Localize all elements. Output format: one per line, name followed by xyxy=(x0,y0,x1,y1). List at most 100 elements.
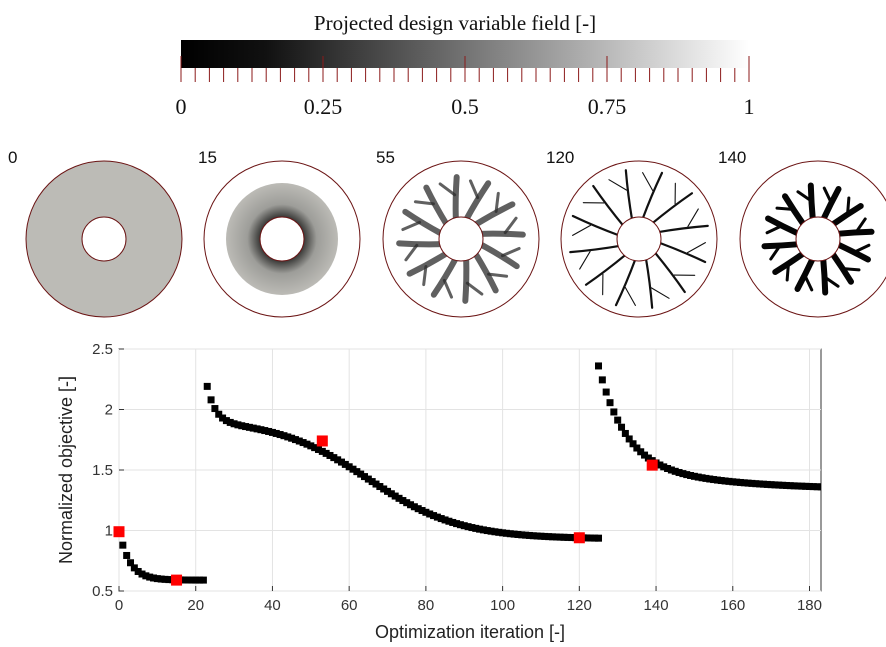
data-point xyxy=(782,481,790,489)
data-point xyxy=(276,431,284,439)
data-point xyxy=(399,497,407,505)
data-point xyxy=(568,534,576,542)
branch-twig xyxy=(775,206,795,211)
data-point xyxy=(794,482,802,490)
data-point xyxy=(184,576,192,584)
data-point xyxy=(242,423,250,431)
branch-arm xyxy=(584,253,628,286)
x-tick-label: 80 xyxy=(418,597,435,614)
data-point xyxy=(422,508,430,516)
branch-twig xyxy=(650,287,670,299)
y-axis-label: Normalized objective [-] xyxy=(56,376,76,564)
branch-twig xyxy=(422,265,428,287)
data-point xyxy=(272,429,280,437)
data-point xyxy=(721,477,729,485)
data-point xyxy=(330,454,338,462)
data-point xyxy=(307,442,315,450)
data-point xyxy=(188,576,196,584)
data-point xyxy=(245,423,253,431)
branch-arm xyxy=(834,241,871,263)
branch-twig xyxy=(487,272,509,278)
x-tick-label: 20 xyxy=(187,597,204,614)
branch-arm xyxy=(462,255,470,304)
branch-arm xyxy=(820,255,829,296)
data-point xyxy=(556,533,564,541)
data-point xyxy=(468,524,476,532)
branch-arm xyxy=(463,180,492,223)
data-point xyxy=(779,481,787,489)
colorbar-tick-marks xyxy=(180,56,750,82)
data-point xyxy=(364,475,372,483)
y-tick-label: 2.5 xyxy=(92,341,113,358)
x-tick-label: 120 xyxy=(567,597,592,614)
branch-twig xyxy=(785,262,790,282)
branch-arm xyxy=(472,201,516,228)
data-point xyxy=(763,480,771,488)
branch-arm xyxy=(477,230,526,238)
data-point xyxy=(284,433,292,441)
branch-twig xyxy=(841,267,861,272)
branch-twig xyxy=(846,196,851,216)
branch-arm xyxy=(423,184,450,228)
branch-arm xyxy=(782,193,807,228)
data-point xyxy=(506,530,514,538)
data-point xyxy=(621,429,629,437)
data-point xyxy=(280,432,288,440)
data-point xyxy=(222,417,230,425)
data-point xyxy=(196,576,204,584)
data-point xyxy=(464,523,472,531)
branch-twig xyxy=(413,200,435,206)
data-points xyxy=(119,362,821,584)
branch-twig xyxy=(765,224,783,235)
data-point xyxy=(472,524,480,532)
y-tick-label: 1.5 xyxy=(92,462,113,479)
x-tick-label: 100 xyxy=(490,597,515,614)
data-point xyxy=(702,474,710,482)
data-point xyxy=(767,481,775,489)
data-point xyxy=(775,481,783,489)
data-point xyxy=(502,529,510,537)
data-point xyxy=(541,532,549,540)
snapshot-label-55: 55 xyxy=(376,148,395,167)
snapshot-disk-55 xyxy=(382,160,540,318)
data-point xyxy=(813,483,821,491)
data-point xyxy=(529,532,537,540)
data-point xyxy=(230,420,238,428)
data-point xyxy=(525,531,533,539)
data-point xyxy=(449,518,457,526)
snapshot-label-140: 140 xyxy=(718,148,746,167)
data-point xyxy=(395,494,403,502)
data-point xyxy=(514,530,522,538)
branch-twig xyxy=(465,281,484,296)
branch-twig xyxy=(854,217,867,234)
data-point xyxy=(372,480,380,488)
data-point xyxy=(533,532,541,540)
branch-arm xyxy=(430,255,459,298)
data-point xyxy=(564,533,572,541)
branch-arm xyxy=(765,215,802,237)
data-point xyxy=(694,473,702,481)
data-point xyxy=(683,471,691,479)
data-point xyxy=(130,564,138,572)
highlighted-point xyxy=(171,574,183,586)
data-point xyxy=(687,472,695,480)
x-tick-label: 60 xyxy=(341,597,358,614)
data-point xyxy=(637,448,645,456)
data-point xyxy=(805,482,813,490)
snapshot-disk-15 xyxy=(203,160,361,318)
data-point xyxy=(748,479,756,487)
branch-twig xyxy=(404,243,419,262)
branch-arm xyxy=(656,224,709,234)
data-point xyxy=(598,376,606,384)
data-point xyxy=(453,520,461,528)
data-point xyxy=(752,480,760,488)
branch-arm xyxy=(644,256,654,309)
branch-twig xyxy=(500,246,521,258)
branch-twig xyxy=(572,224,592,236)
data-point xyxy=(226,418,234,426)
data-point xyxy=(675,469,683,477)
data-point xyxy=(510,530,518,538)
data-point xyxy=(786,482,794,490)
branch-arm xyxy=(472,250,499,294)
